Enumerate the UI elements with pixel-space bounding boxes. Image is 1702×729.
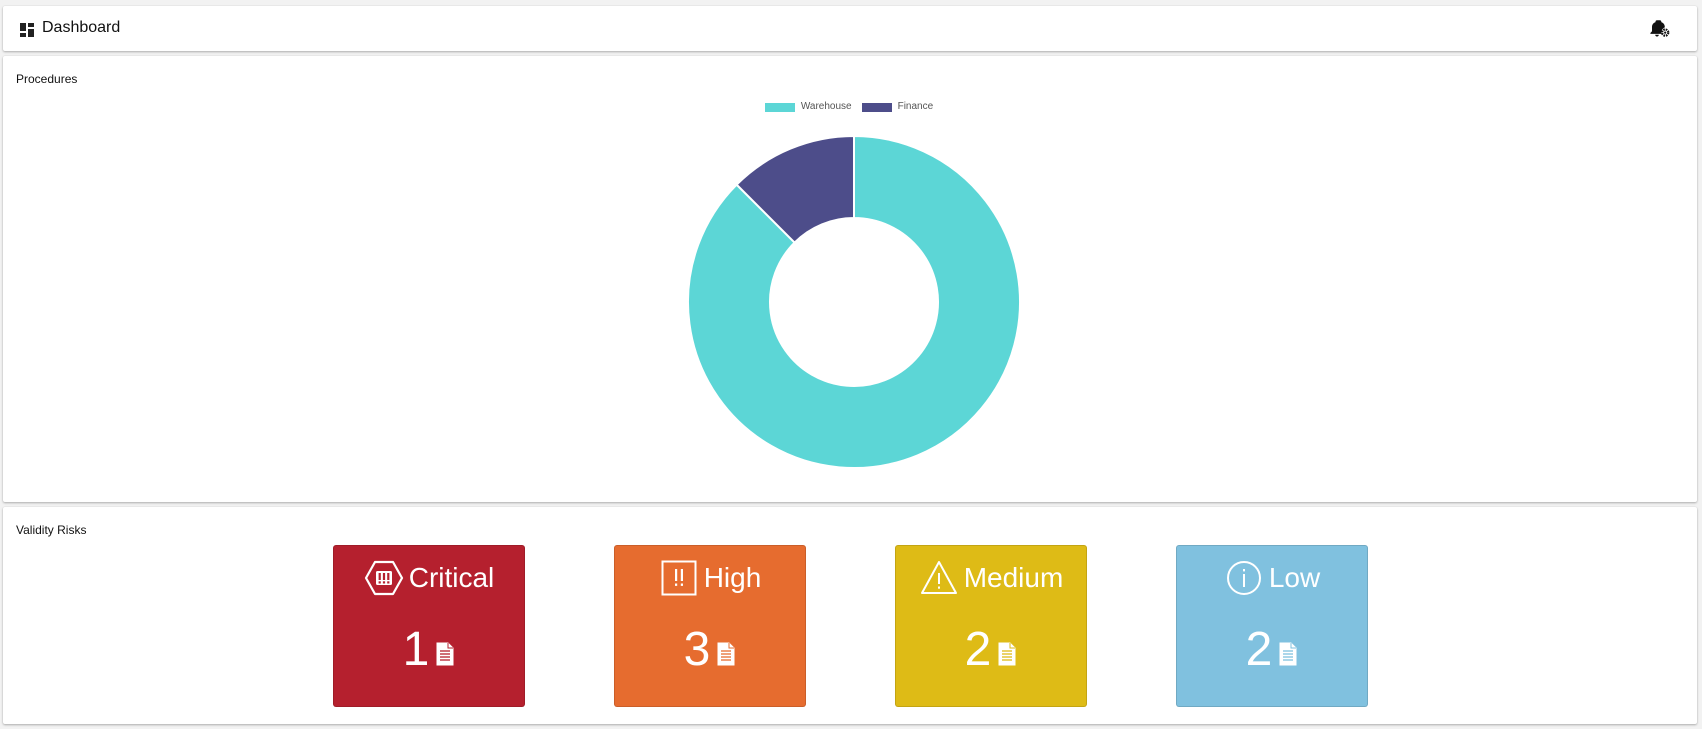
legend-item-finance[interactable]: Finance: [861, 101, 934, 113]
document-icon: [998, 642, 1016, 666]
risk-tile-high[interactable]: High 3: [614, 545, 806, 707]
validity-risks-label: Validity Risks: [16, 523, 87, 537]
bell-settings-icon[interactable]: [1647, 17, 1671, 41]
risk-count: 2: [964, 623, 992, 676]
risk-level-label: Medium: [963, 562, 1064, 593]
warning-triangle-icon: [920, 561, 957, 594]
legend-label: Finance: [897, 101, 934, 112]
risk-tile-low[interactable]: Low 2: [1176, 545, 1368, 707]
document-icon: [1279, 642, 1297, 666]
risk-count: 3: [683, 623, 711, 676]
risk-tile-medium[interactable]: Medium 2: [895, 545, 1087, 707]
procedures-card: Procedures Warehouse Finance: [3, 56, 1697, 502]
top-bar: Dashboard: [3, 6, 1697, 51]
critical-hexagon-icon: [364, 560, 403, 596]
risk-level-label: High: [703, 562, 762, 593]
risk-level-label: Low: [1268, 562, 1321, 593]
legend-swatch: [764, 102, 795, 112]
risk-count: 2: [1245, 623, 1273, 676]
info-circle-icon: [1226, 561, 1261, 595]
dashboard-icon: [20, 23, 34, 37]
risk-tile-critical[interactable]: Critical 1: [333, 545, 525, 707]
high-square-icon: [661, 560, 697, 596]
page-title: Dashboard: [42, 19, 121, 36]
chart-legend: Warehouse Finance: [2, 101, 1696, 113]
document-icon: [717, 642, 735, 666]
donut-slice-finance[interactable]: [735, 134, 855, 245]
risk-count: 1: [402, 623, 430, 676]
validity-risks-card: Validity Risks Critical 1: [3, 507, 1697, 724]
procedures-label: Procedures: [16, 72, 78, 86]
procedures-donut-chart: [687, 134, 1021, 469]
document-icon: [436, 642, 454, 666]
risk-level-label: Critical: [408, 562, 495, 593]
legend-item-warehouse[interactable]: Warehouse: [764, 101, 852, 113]
legend-label: Warehouse: [800, 101, 852, 112]
donut-slice-warehouse[interactable]: [687, 134, 1021, 469]
legend-swatch: [861, 102, 892, 112]
